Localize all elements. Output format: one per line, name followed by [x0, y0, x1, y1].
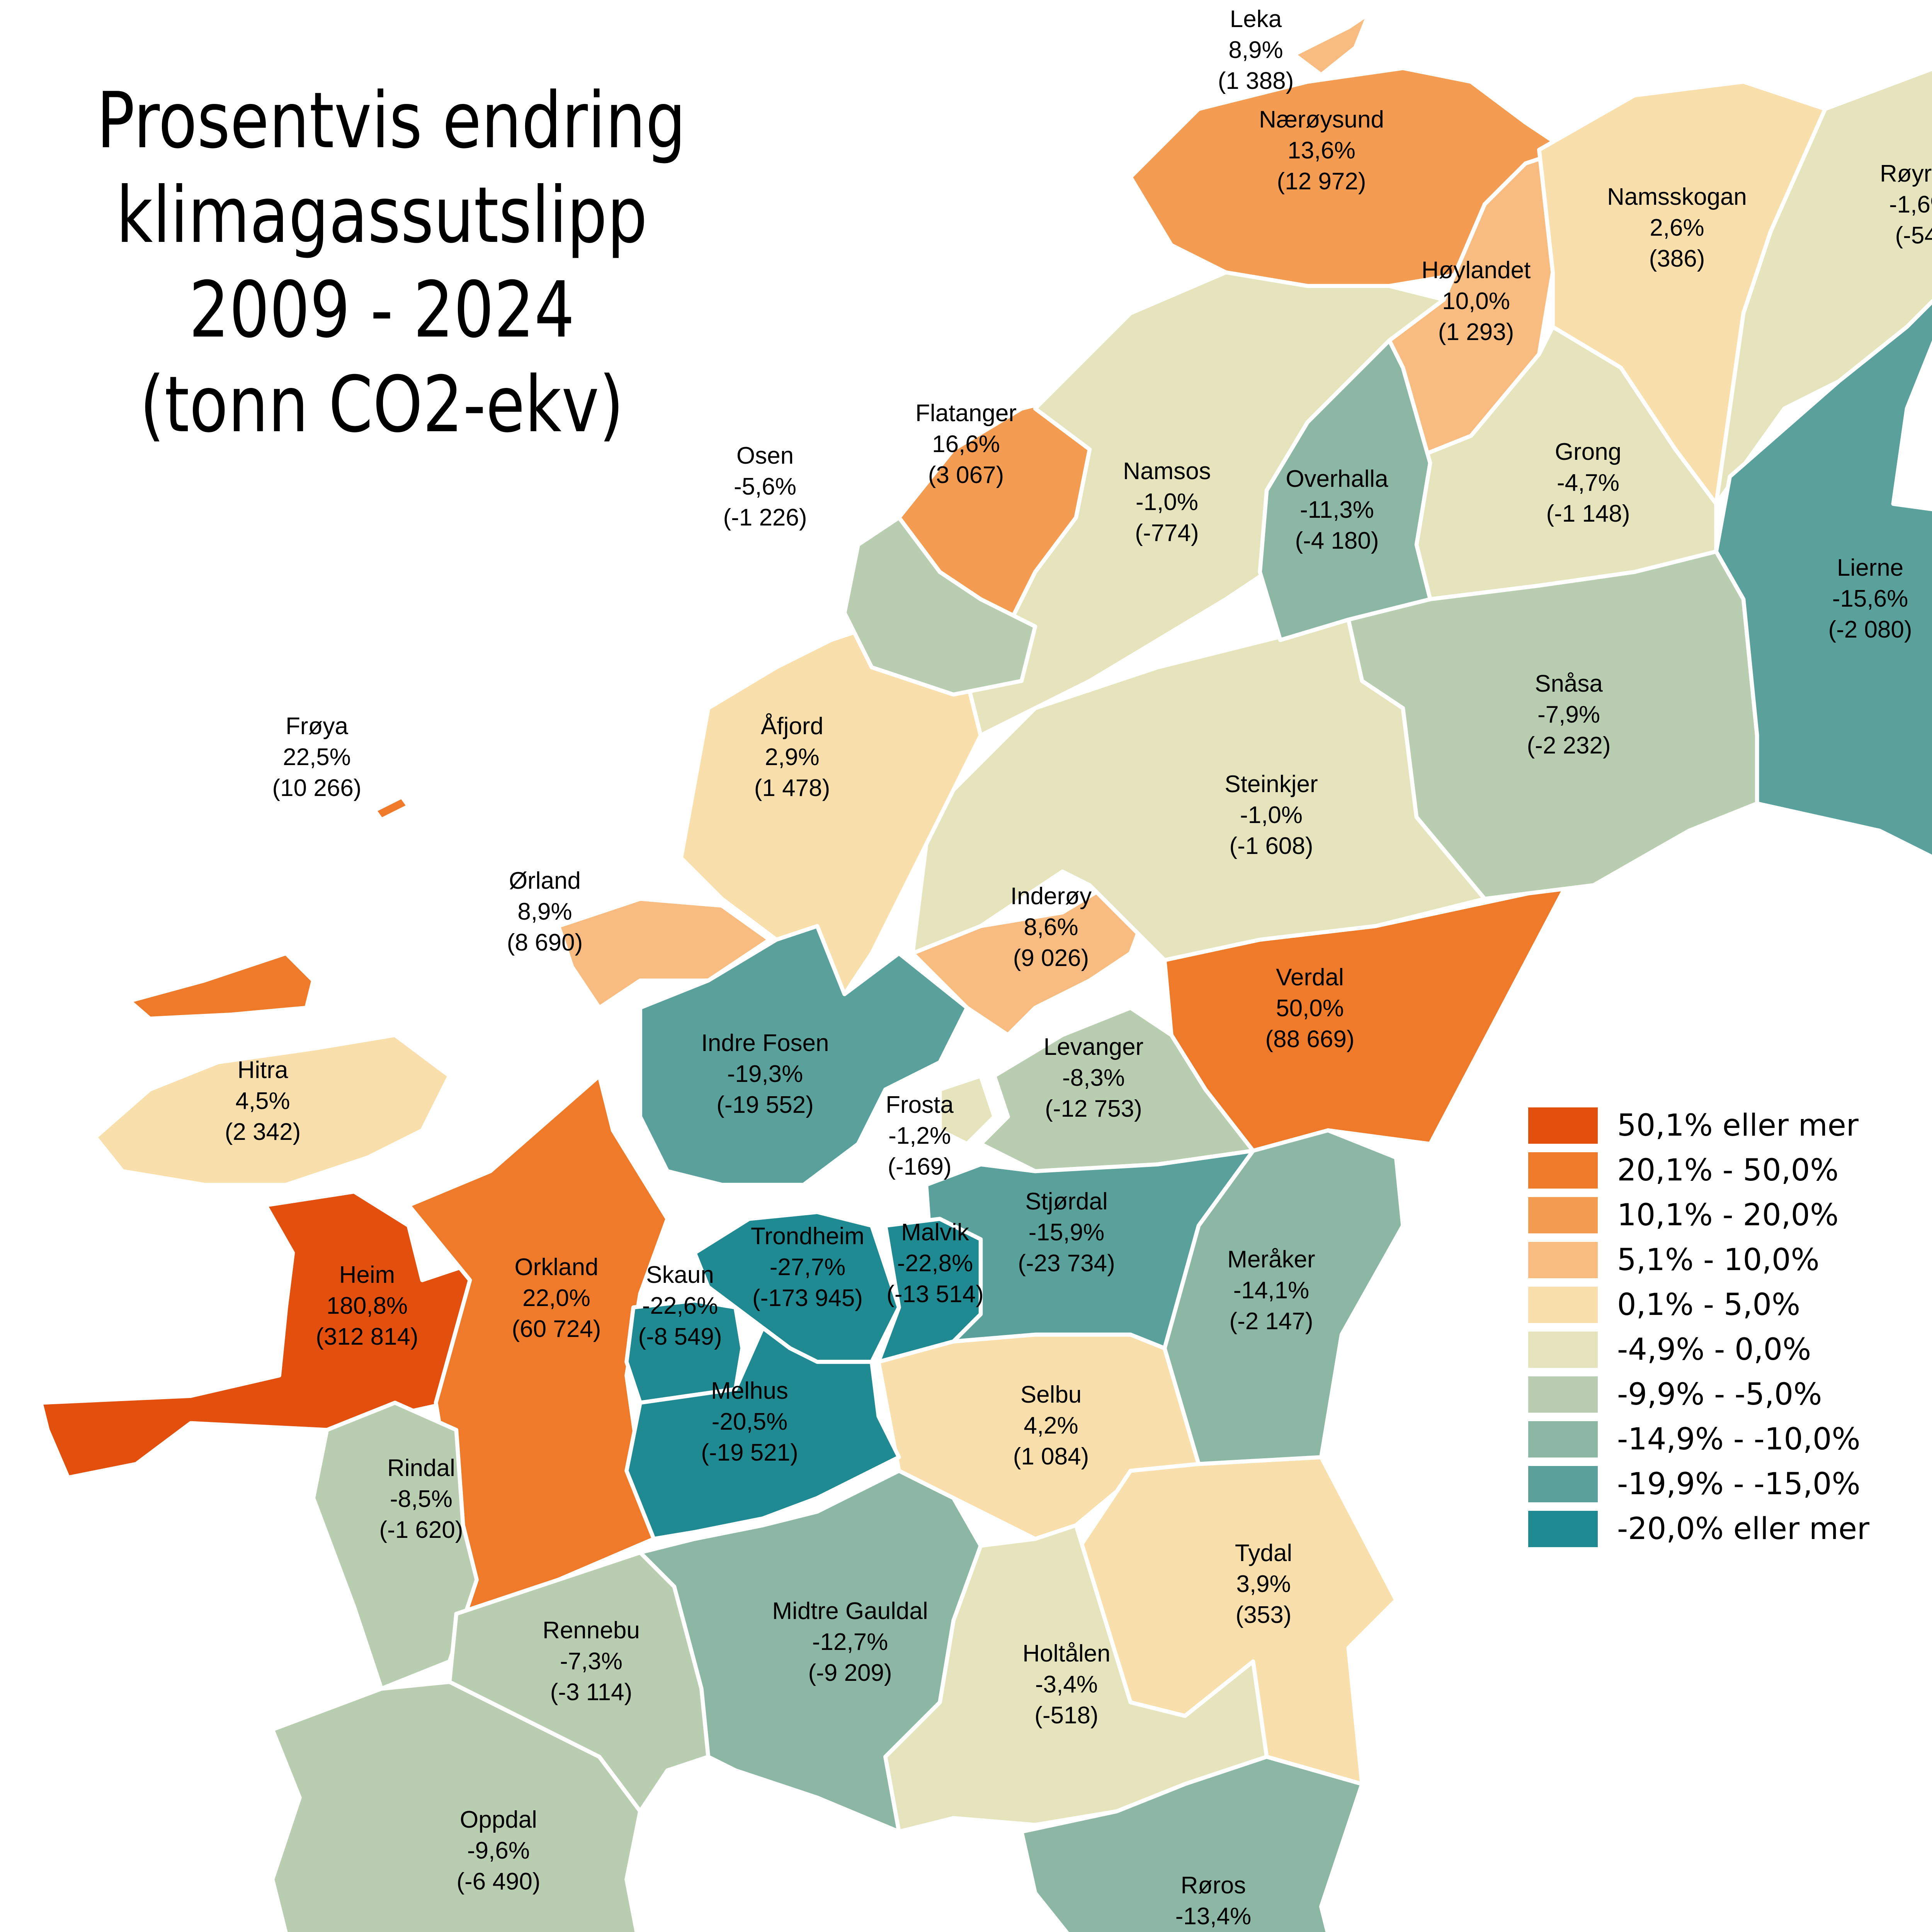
legend: 50,1% eller mer 20,1% - 50,0% 10,1% - 20… — [1528, 1103, 1869, 1551]
region-heim — [39, 1189, 486, 1480]
legend-item: 50,1% eller mer — [1528, 1103, 1869, 1148]
region-namsos — [965, 270, 1446, 738]
label-leka: Leka 8,9% (1 388) — [1218, 6, 1294, 94]
legend-swatch — [1528, 1287, 1598, 1323]
label-afjord: Åfjord 2,9% (1 478) — [754, 713, 830, 801]
region-froya — [127, 951, 316, 1021]
title-line-2: klimagassutslipp — [116, 170, 648, 260]
region-melhus — [624, 1326, 901, 1541]
label-oppdal: Oppdal -9,6% (-6 490) — [456, 1806, 541, 1895]
region-roros — [1019, 1755, 1364, 1932]
legend-label: -14,9% - -10,0% — [1617, 1422, 1861, 1457]
legend-swatch — [1528, 1107, 1598, 1144]
label-selbu: Selbu 4,2% (1 084) — [1013, 1381, 1089, 1470]
legend-swatch — [1528, 1332, 1598, 1368]
legend-item: -4,9% - 0,0% — [1528, 1327, 1869, 1372]
label-steinkjer: Steinkjer -1,0% (-1 608) — [1225, 771, 1318, 859]
label-skaun: Skaun -22,6% (-8 549) — [638, 1262, 722, 1350]
map-title: Prosentvis endring klimagassutslipp 2009… — [97, 73, 686, 452]
legend-swatch — [1528, 1376, 1598, 1413]
legend-label: -4,9% - 0,0% — [1617, 1332, 1811, 1367]
label-stjordal: Stjørdal -15,9% (-23 734) — [1018, 1188, 1115, 1277]
label-rennebu: Rennebu -7,3% (-3 114) — [543, 1617, 640, 1706]
legend-item: 20,1% - 50,0% — [1528, 1148, 1869, 1193]
label-hoylandet: Høylandet 10,0% (1 293) — [1421, 257, 1531, 345]
label-heim: Heim 180,8% (312 814) — [316, 1262, 418, 1350]
legend-item: 0,1% - 5,0% — [1528, 1282, 1869, 1327]
legend-item: 5,1% - 10,0% — [1528, 1238, 1869, 1282]
region-oppdal — [270, 1680, 643, 1932]
label-hitra: Hitra 4,5% (2 342) — [224, 1057, 301, 1145]
legend-label: 0,1% - 5,0% — [1617, 1287, 1801, 1322]
legend-label: 10,1% - 20,0% — [1617, 1198, 1839, 1233]
label-levanger: Levanger -8,3% (-12 753) — [1043, 1034, 1144, 1122]
legend-label: -9,9% - -5,0% — [1617, 1377, 1822, 1412]
legend-item: -9,9% - -5,0% — [1528, 1372, 1869, 1417]
region-leka — [1292, 11, 1371, 77]
label-trondheim: Trondheim -27,7% (-173 945) — [750, 1223, 865, 1311]
legend-label: 50,1% eller mer — [1617, 1108, 1859, 1143]
label-overhalla: Overhalla -11,3% (-4 180) — [1286, 466, 1388, 554]
title-line-3: 2009 - 2024 — [189, 265, 575, 355]
label-orland: Ørland 8,9% (8 690) — [507, 867, 583, 956]
legend-swatch — [1528, 1242, 1598, 1278]
legend-item: -20,0% eller mer — [1528, 1507, 1869, 1551]
label-flatanger: Flatanger 16,6% (3 067) — [915, 400, 1017, 488]
label-lierne: Lierne -15,6% (-2 080) — [1828, 554, 1912, 643]
label-frosta: Frosta -1,2% (-169) — [886, 1092, 954, 1180]
legend-label: 20,1% - 50,0% — [1617, 1153, 1839, 1188]
label-verdal: Verdal 50,0% (88 669) — [1265, 964, 1355, 1053]
label-midtre-gauldal: Midtre Gauldal -12,7% (-9 209) — [772, 1598, 928, 1686]
title-line-4: (tonn CO2-ekv) — [139, 360, 624, 450]
legend-item: 10,1% - 20,0% — [1528, 1193, 1869, 1238]
legend-swatch — [1528, 1466, 1598, 1502]
label-namsos: Namsos -1,0% (-774) — [1123, 458, 1211, 546]
region-froya-islets — [372, 794, 411, 822]
region-frosta — [937, 1074, 997, 1146]
legend-item: -19,9% - -15,0% — [1528, 1462, 1869, 1507]
label-meraker: Meråker -14,1% (-2 147) — [1227, 1246, 1315, 1335]
region-hitra — [93, 1033, 452, 1187]
label-indre-fosen: Indre Fosen -19,3% (-19 552) — [701, 1030, 829, 1118]
title-line-1: Prosentvis endring — [97, 76, 686, 166]
region-steinkjer — [910, 617, 1487, 963]
legend-label: -20,0% eller mer — [1617, 1512, 1869, 1546]
label-snasa: Snåsa -7,9% (-2 232) — [1527, 670, 1611, 759]
label-namsskogan: Namsskogan 2,6% (386) — [1607, 184, 1747, 272]
label-tydal: Tydal 3,9% (353) — [1235, 1540, 1293, 1628]
label-orkland: Orkland 22,0% (60 724) — [512, 1254, 601, 1342]
region-malvik — [876, 1217, 983, 1364]
label-naeroysund: Nærøysund 13,6% (12 972) — [1259, 106, 1384, 195]
label-inderoy: Inderøy 8,6% (9 026) — [1010, 883, 1092, 971]
legend-swatch — [1528, 1421, 1598, 1458]
label-rindal: Rindal -8,5% (-1 620) — [379, 1455, 463, 1543]
label-malvik: Malvik -22,8% (-13 514) — [886, 1219, 984, 1308]
region-midtre-gauldal — [638, 1469, 983, 1834]
label-grong: Grong -4,7% (-1 148) — [1546, 439, 1630, 527]
region-inderoy — [910, 869, 1153, 1037]
legend-label: 5,1% - 10,0% — [1617, 1243, 1820, 1277]
label-roros: Røros -13,4% (-3 392) — [1175, 1872, 1252, 1930]
region-osen — [842, 515, 1037, 697]
legend-item: -14,9% - -10,0% — [1528, 1417, 1869, 1462]
legend-swatch — [1528, 1152, 1598, 1189]
label-holtalen: Holtålen -3,4% (-518) — [1022, 1640, 1111, 1729]
label-froya: Frøya 22,5% (10 266) — [272, 713, 362, 801]
label-royrvik: Røyrvik -1,6% (-54) — [1879, 160, 1932, 249]
legend-label: -19,9% - -15,0% — [1617, 1467, 1861, 1502]
label-melhus: Melhus -20,5% (-19 521) — [701, 1378, 798, 1466]
legend-swatch — [1528, 1511, 1598, 1547]
label-osen: Osen -5,6% (-1 226) — [723, 442, 807, 531]
legend-swatch — [1528, 1197, 1598, 1233]
region-lierne — [1714, 299, 1932, 859]
region-overhalla — [1258, 338, 1432, 642]
region-indre-fosen — [638, 924, 969, 1187]
